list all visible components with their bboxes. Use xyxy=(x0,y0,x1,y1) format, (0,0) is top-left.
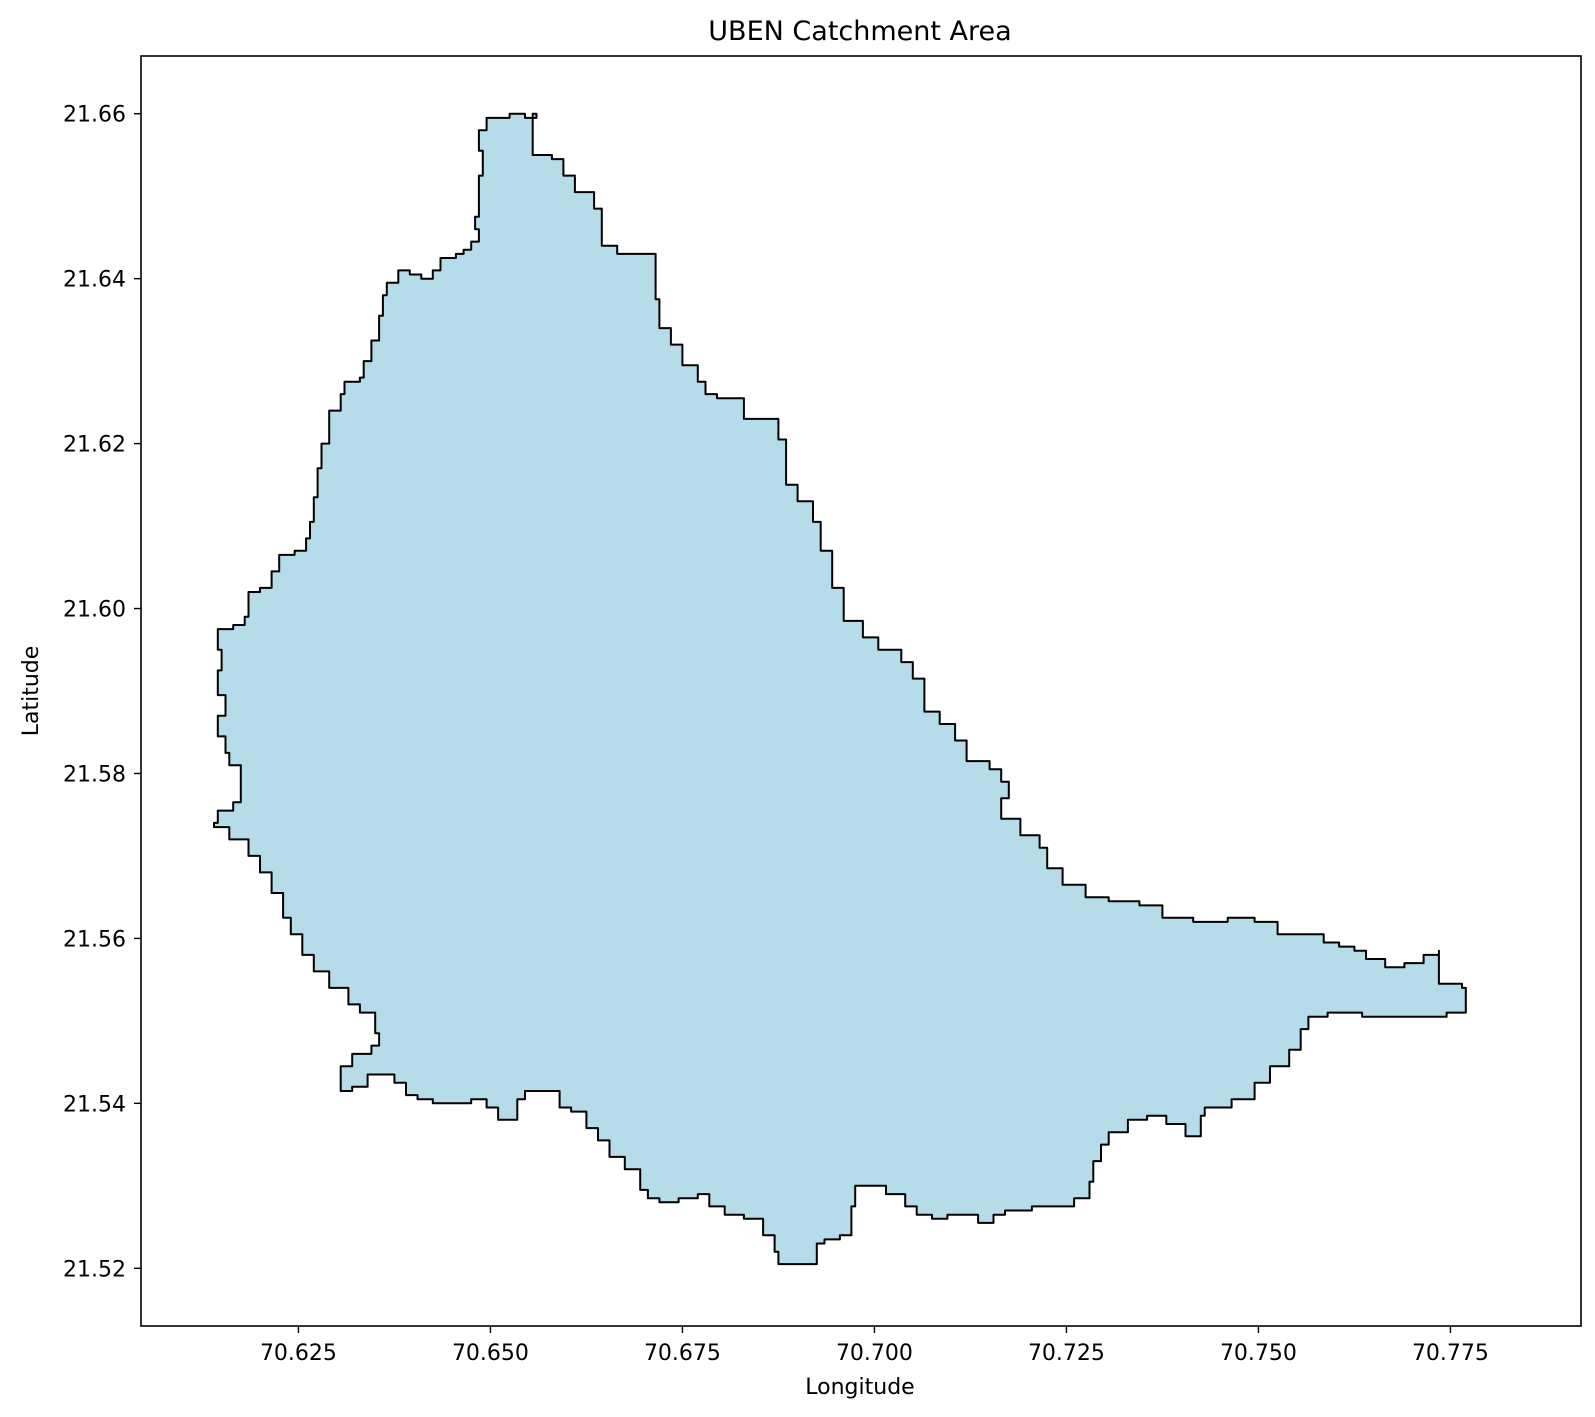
y-tick-label: 21.52 xyxy=(63,1257,126,1282)
x-tick-label: 70.625 xyxy=(260,1341,337,1366)
x-tick-label: 70.700 xyxy=(836,1341,913,1366)
x-tick-label: 70.675 xyxy=(644,1341,721,1366)
y-tick-label: 21.62 xyxy=(63,433,126,458)
catchment-area-polygon xyxy=(213,112,1467,1266)
x-axis-label: Longitude xyxy=(805,1375,914,1400)
x-tick-label: 70.750 xyxy=(1220,1341,1297,1366)
chart-title: UBEN Catchment Area xyxy=(708,16,1011,47)
x-tick-label: 70.650 xyxy=(452,1341,529,1366)
plot-frame xyxy=(140,55,1582,1327)
x-tick-label: 70.775 xyxy=(1412,1341,1489,1366)
y-tick-label: 21.56 xyxy=(63,927,126,952)
y-axis-label: Latitude xyxy=(19,646,44,737)
y-tick-label: 21.66 xyxy=(63,103,126,128)
y-tick-label: 21.64 xyxy=(63,268,126,293)
x-tick-label: 70.725 xyxy=(1028,1341,1105,1366)
x-axis: 70.625 70.650 70.675 70.700 70.725 70.750 70.7… xyxy=(260,1326,1489,1366)
y-tick-label: 21.58 xyxy=(63,762,126,787)
y-tick-label: 21.54 xyxy=(63,1092,126,1117)
y-tick-label: 21.60 xyxy=(63,598,126,623)
y-axis: 21.52 21.54 21.56 21.58 21.60 21.62 21.64 21.66 xyxy=(63,103,141,1282)
